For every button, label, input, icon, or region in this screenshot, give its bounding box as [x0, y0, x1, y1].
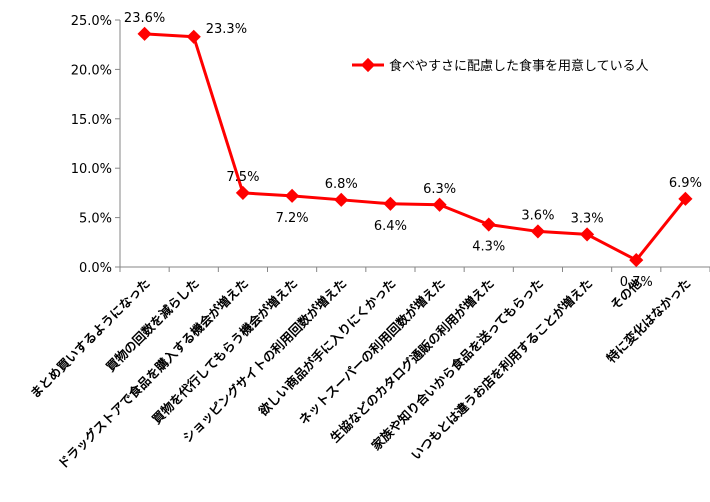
data-label: 7.2% — [276, 211, 309, 226]
data-label: 23.3% — [206, 22, 247, 37]
data-label: 0.7% — [620, 275, 653, 290]
data-point-marker — [678, 191, 693, 206]
data-label: 6.8% — [325, 177, 358, 192]
data-label: 6.3% — [423, 182, 456, 197]
category-label: ドラッグストアで食品を購入する機会が増えた — [55, 276, 251, 472]
category-labels: まとめ買いするようになった買物の回数を減らしたドラッグストアで食品を購入する機会… — [27, 275, 693, 472]
y-tick-label: 5.0% — [79, 212, 112, 227]
y-tick-label: 10.0% — [71, 162, 112, 177]
data-point-marker — [334, 192, 349, 207]
legend: 食べやすさに配慮した食事を用意している人 — [352, 57, 649, 74]
data-labels: 23.6% 23.3% 7.5% 7.2% 6.8% 6.4% 6.3% 4.3% 3.6% 3.… — [124, 11, 702, 290]
data-point-marker — [137, 26, 152, 41]
data-label: 4.3% — [472, 240, 505, 255]
data-label: 7.5% — [226, 170, 259, 185]
y-tick-label: 0.0% — [79, 261, 112, 276]
data-point-marker — [530, 224, 545, 239]
data-point-marker — [235, 185, 250, 200]
data-point-marker — [629, 253, 644, 268]
category-label: いつもとは違うお店を利用することが増えた — [408, 276, 595, 463]
data-label: 3.3% — [571, 211, 604, 226]
y-tick-label: 25.0% — [71, 14, 112, 29]
data-point-marker — [285, 188, 300, 203]
category-label: 買物の回数を減らした — [103, 276, 202, 375]
data-point-marker — [481, 217, 496, 232]
data-point-marker — [580, 227, 595, 242]
category-label: 家族や知り合いから食品を送ってもらった — [368, 276, 546, 454]
data-point-marker — [186, 29, 201, 44]
data-label: 23.6% — [124, 11, 165, 26]
legend-label: 食べやすさに配慮した食事を用意している人 — [389, 58, 649, 74]
data-label: 3.6% — [521, 208, 554, 223]
legend-marker — [360, 57, 376, 73]
y-tick-label: 20.0% — [71, 63, 112, 78]
data-point-marker — [383, 196, 398, 211]
data-label: 6.4% — [374, 219, 407, 234]
data-point-marker — [432, 197, 447, 212]
data-label: 6.9% — [669, 176, 702, 191]
y-tick-label: 15.0% — [71, 113, 112, 128]
y-axis-ticks: 0.0% 5.0% 10.0% 15.0% 20.0% 25.0% — [71, 14, 120, 276]
series-line — [144, 32, 687, 262]
axes — [119, 20, 710, 272]
